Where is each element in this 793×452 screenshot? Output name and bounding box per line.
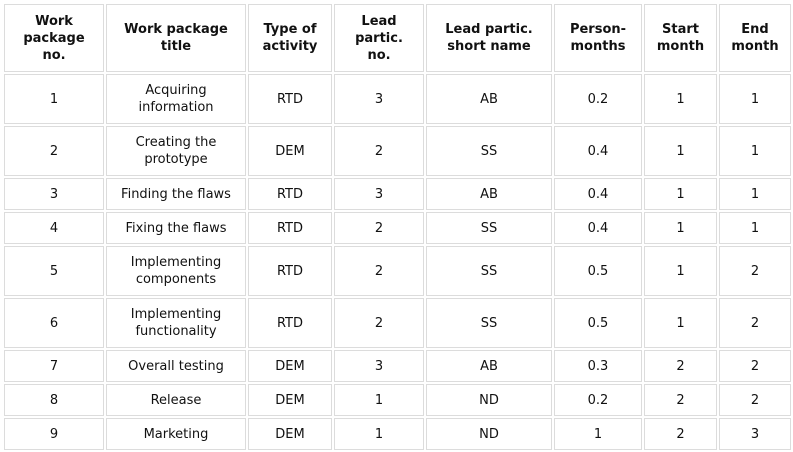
table-cell: 3 (334, 178, 424, 210)
table-cell: 1 (644, 246, 717, 296)
table-cell: 2 (719, 350, 791, 382)
table-row: 9 Marketing DEM 1 ND 1 2 3 (4, 418, 791, 450)
header-cell: Person-months (554, 4, 642, 72)
table-cell: 1 (334, 418, 424, 450)
table-cell: 1 (644, 298, 717, 348)
header-cell: Lead partic. short name (426, 4, 552, 72)
table-cell: 1 (719, 178, 791, 210)
table-cell: Overall testing (106, 350, 246, 382)
header-cell: Start month (644, 4, 717, 72)
table-cell: 0.5 (554, 298, 642, 348)
table-cell: 0.2 (554, 384, 642, 416)
table-cell: 2 (334, 246, 424, 296)
table-cell: 3 (334, 350, 424, 382)
table-cell: AB (426, 74, 552, 124)
table-row: 2 Creating the prototype DEM 2 SS 0.4 1 1 (4, 126, 791, 176)
table-cell: Marketing (106, 418, 246, 450)
table-cell: 1 (554, 418, 642, 450)
table-cell: Acquiring information (106, 74, 246, 124)
header-cell: Work package title (106, 4, 246, 72)
table-cell: 2 (334, 126, 424, 176)
table-row: 6 Implementing functionality RTD 2 SS 0.5 1 2 (4, 298, 791, 348)
table-cell: 1 (644, 178, 717, 210)
table-cell: DEM (248, 126, 332, 176)
table-cell: 2 (644, 350, 717, 382)
table-cell: DEM (248, 384, 332, 416)
table-cell: 5 (4, 246, 104, 296)
table-cell: 2 (334, 212, 424, 244)
table-row: 7 Overall testing DEM 3 AB 0.3 2 2 (4, 350, 791, 382)
table-cell: 1 (644, 212, 717, 244)
table-cell: 0.4 (554, 212, 642, 244)
table-cell: ND (426, 384, 552, 416)
table-cell: 3 (4, 178, 104, 210)
table-cell: RTD (248, 178, 332, 210)
header-cell: Work package no. (4, 4, 104, 72)
table-cell: 6 (4, 298, 104, 348)
table-cell: 2 (4, 126, 104, 176)
header-cell: Type of activity (248, 4, 332, 72)
table-cell: 0.3 (554, 350, 642, 382)
table-cell: SS (426, 298, 552, 348)
table-cell: 0.4 (554, 178, 642, 210)
table-cell: 2 (719, 384, 791, 416)
table-cell: 1 (719, 126, 791, 176)
table-cell: 9 (4, 418, 104, 450)
table-cell: 3 (334, 74, 424, 124)
table-cell: AB (426, 350, 552, 382)
table-cell: AB (426, 178, 552, 210)
header-cell: Lead partic. no. (334, 4, 424, 72)
table-cell: RTD (248, 298, 332, 348)
table-cell: 0.2 (554, 74, 642, 124)
table-cell: Implementing components (106, 246, 246, 296)
table-cell: SS (426, 246, 552, 296)
table-cell: Creating the prototype (106, 126, 246, 176)
table-cell: 2 (644, 418, 717, 450)
table-row: 5 Implementing components RTD 2 SS 0.5 1 2 (4, 246, 791, 296)
table-cell: Release (106, 384, 246, 416)
table-cell: 1 (644, 74, 717, 124)
table-cell: 1 (334, 384, 424, 416)
table-cell: 0.5 (554, 246, 642, 296)
table-row: 1 Acquiring information RTD 3 AB 0.2 1 1 (4, 74, 791, 124)
table-cell: 1 (719, 74, 791, 124)
table-cell: 1 (4, 74, 104, 124)
table-cell: Implementing functionality (106, 298, 246, 348)
table-cell: 7 (4, 350, 104, 382)
table-cell: 1 (644, 126, 717, 176)
header-cell: End month (719, 4, 791, 72)
table-cell: 3 (719, 418, 791, 450)
table-cell: 0.4 (554, 126, 642, 176)
table-cell: RTD (248, 74, 332, 124)
table-cell: Finding the flaws (106, 178, 246, 210)
table-cell: SS (426, 126, 552, 176)
table-cell: 2 (644, 384, 717, 416)
table-cell: 1 (719, 212, 791, 244)
table-row: 8 Release DEM 1 ND 0.2 2 2 (4, 384, 791, 416)
table-cell: DEM (248, 350, 332, 382)
table-cell: 8 (4, 384, 104, 416)
table-cell: DEM (248, 418, 332, 450)
table-row: 3 Finding the flaws RTD 3 AB 0.4 1 1 (4, 178, 791, 210)
table-cell: RTD (248, 246, 332, 296)
table-row: 4 Fixing the flaws RTD 2 SS 0.4 1 1 (4, 212, 791, 244)
table-cell: RTD (248, 212, 332, 244)
table-cell: 2 (719, 298, 791, 348)
table-cell: 4 (4, 212, 104, 244)
table-cell: 2 (719, 246, 791, 296)
table-cell: ND (426, 418, 552, 450)
table-cell: SS (426, 212, 552, 244)
table-cell: 2 (334, 298, 424, 348)
table-cell: Fixing the flaws (106, 212, 246, 244)
header-row: Work package no. Work package title Type o… (4, 4, 791, 72)
table-body: 1 Acquiring information RTD 3 AB 0.2 1 1 2 Creati… (4, 74, 791, 450)
